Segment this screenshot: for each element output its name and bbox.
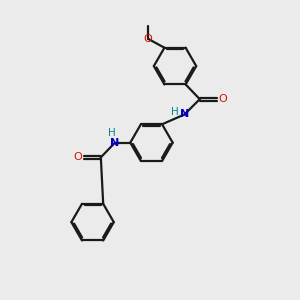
Text: H: H — [171, 107, 179, 117]
Text: O: O — [144, 34, 153, 44]
Text: H: H — [108, 128, 116, 138]
Text: O: O — [218, 94, 227, 104]
Text: N: N — [110, 138, 120, 148]
Text: N: N — [180, 110, 189, 119]
Text: O: O — [74, 152, 82, 162]
